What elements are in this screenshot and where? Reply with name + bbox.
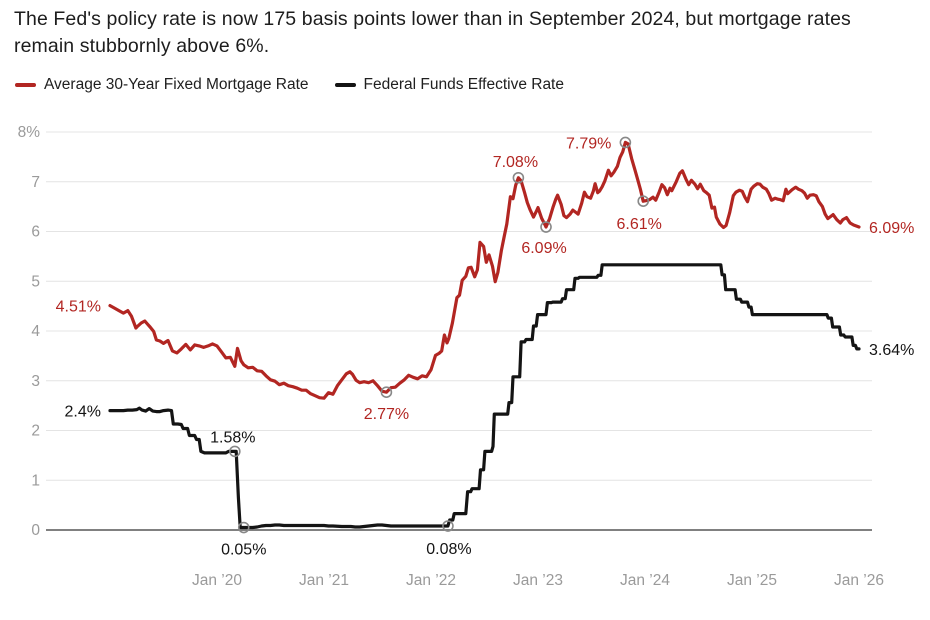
x-tick-label: Jan ’21 xyxy=(299,572,349,589)
legend-item-fedfunds: Federal Funds Effective Rate xyxy=(334,76,564,94)
y-tick-label: 2 xyxy=(31,423,40,440)
annotation-marker xyxy=(442,520,454,532)
annotation-label: 7.08% xyxy=(493,154,538,171)
y-tick-label: 8% xyxy=(18,124,41,141)
mortgage-line-swatch-icon xyxy=(15,83,36,87)
y-tick-label: 1 xyxy=(31,472,40,489)
legend-label-fedfunds: Federal Funds Effective Rate xyxy=(363,76,564,93)
annotation-label: 6.09% xyxy=(869,220,914,237)
legend-item-mortgage: Average 30-Year Fixed Mortgage Rate xyxy=(15,76,309,94)
fedfunds-line xyxy=(108,263,861,530)
annotation-marker xyxy=(637,195,650,207)
annotation-label: 2.4% xyxy=(65,404,101,421)
annotation-label: 0.05% xyxy=(221,542,266,559)
annotation-label: 0.08% xyxy=(426,541,471,558)
y-tick-label: 3 xyxy=(31,373,40,390)
x-tick-label: Jan ’22 xyxy=(406,572,456,589)
annotation-marker xyxy=(380,386,393,398)
annotation-label: 2.77% xyxy=(364,406,409,423)
y-tick-label: 4 xyxy=(31,323,40,340)
x-tick-label: Jan ’26 xyxy=(834,572,884,589)
y-tick-label: 7 xyxy=(31,174,40,191)
legend-label-mortgage: Average 30-Year Fixed Mortgage Rate xyxy=(44,76,309,93)
annotation-label: 7.79% xyxy=(566,135,611,152)
fedfunds-line-swatch-icon xyxy=(334,83,356,87)
mortgage-line xyxy=(108,140,861,400)
annotation-marker xyxy=(512,171,525,184)
x-tick-label: Jan ’20 xyxy=(192,572,242,589)
x-tick-label: Jan ’24 xyxy=(620,572,670,589)
annotation-marker xyxy=(237,521,250,534)
annotation-marker xyxy=(540,221,552,233)
annotation-label: 4.51% xyxy=(56,299,101,316)
y-tick-label: 0 xyxy=(31,522,40,539)
annotation-label: 6.61% xyxy=(617,216,662,233)
y-tick-label: 5 xyxy=(31,273,40,290)
annotation-label: 1.58% xyxy=(210,429,255,446)
annotation-label: 3.64% xyxy=(869,342,914,359)
chart-title: The Fed's policy rate is now 175 basis p… xyxy=(14,8,851,57)
annotation-marker xyxy=(619,136,632,149)
chart-legend: Average 30-Year Fixed Mortgage Rate Fede… xyxy=(15,76,564,94)
annotation-label: 6.09% xyxy=(521,240,566,257)
annotation-marker xyxy=(229,445,241,458)
x-tick-label: Jan ’25 xyxy=(727,572,777,589)
y-tick-label: 6 xyxy=(31,224,40,241)
x-tick-label: Jan ’23 xyxy=(513,572,563,589)
